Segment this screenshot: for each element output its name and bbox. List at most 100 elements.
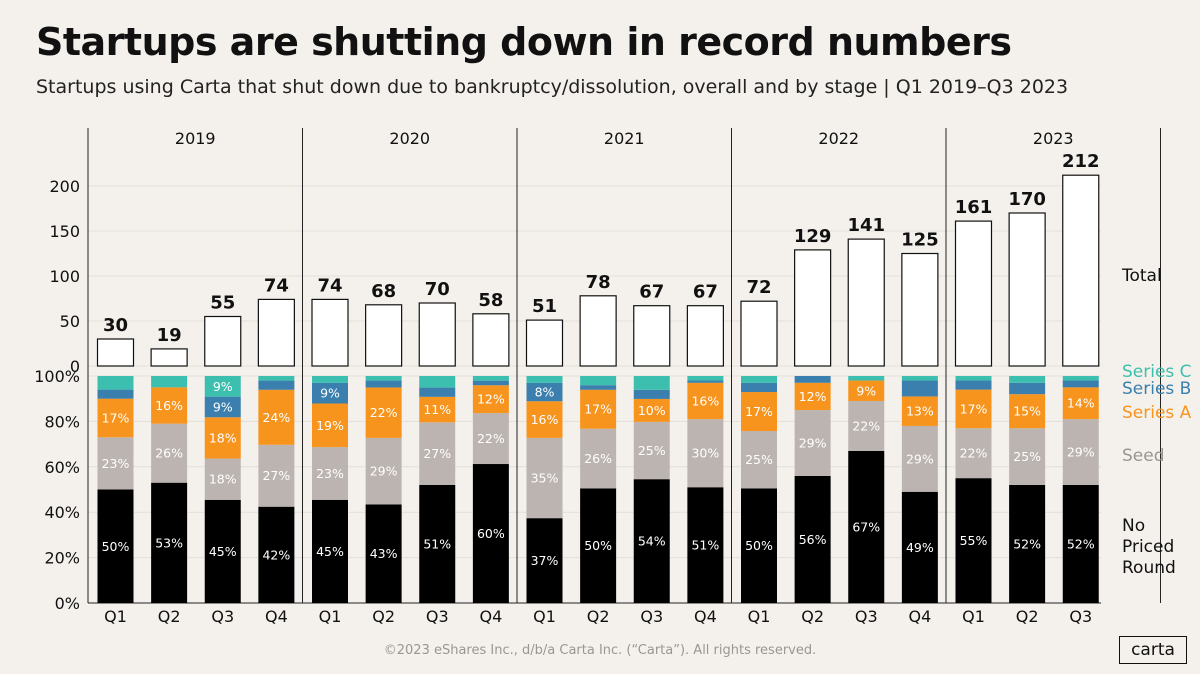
- stage-segment-series-a: [472, 385, 509, 414]
- stage-segment-no-priced-round: [687, 487, 724, 603]
- stage-percent-label: 50%: [745, 538, 773, 553]
- stage-percent-label: 23%: [316, 466, 344, 481]
- stage-segment-series-c: [365, 376, 402, 381]
- stage-segment-series-a: [258, 389, 295, 445]
- total-value-label: 55: [210, 293, 235, 314]
- x-tick-label: Q2: [372, 607, 395, 626]
- stage-segment-no-priced-round: [741, 488, 777, 603]
- stage-segment-no-priced-round: [901, 491, 938, 603]
- stage-segment-no-priced-round: [204, 499, 241, 603]
- stage-segment-no-priced-round: [794, 475, 831, 603]
- stage-percent-label: 29%: [1067, 445, 1095, 460]
- stage-segment-series-a: [955, 389, 992, 429]
- stage-percent-label: 45%: [316, 544, 344, 559]
- stage-segment-seed: [955, 428, 992, 479]
- y-tick-label-total: 200: [49, 177, 80, 196]
- x-tick-label: Q3: [211, 607, 234, 626]
- stage-percent-label: 29%: [799, 435, 827, 450]
- x-tick-label: Q3: [855, 607, 878, 626]
- stage-percent-label: 51%: [691, 538, 719, 553]
- carta-logo: carta: [1119, 636, 1187, 664]
- stage-segment-series-b: [526, 382, 563, 402]
- stage-segment-series-b: [312, 382, 348, 404]
- stage-percent-label: 25%: [745, 452, 773, 467]
- stage-percent-label: 8%: [535, 385, 555, 400]
- stage-percent-label: 30%: [691, 446, 719, 461]
- stage-segment-no-priced-round: [472, 464, 509, 603]
- chart-title: Startups are shutting down in record num…: [36, 20, 1012, 64]
- stage-percent-label: 55%: [960, 533, 988, 548]
- stage-segment-series-b: [794, 376, 831, 383]
- stage-segment-seed: [1062, 419, 1099, 485]
- stage-segment-series-c: [1009, 376, 1046, 383]
- total-bar: [311, 298, 349, 367]
- stage-percent-label: 17%: [102, 410, 130, 425]
- stage-segment-series-c: [901, 376, 938, 381]
- total-value-label: 74: [264, 275, 289, 296]
- x-tick-label: Q2: [1016, 607, 1039, 626]
- total-bar: [633, 305, 671, 367]
- stage-percent-label: 26%: [584, 451, 612, 466]
- stage-segment-series-b: [258, 380, 295, 390]
- chart-subtitle: Startups using Carta that shut down due …: [36, 76, 1069, 98]
- total-bar: [740, 300, 778, 367]
- stage-percent-label: 27%: [423, 446, 451, 461]
- stage-percent-label: 9%: [320, 386, 340, 401]
- total-bar: [96, 338, 135, 367]
- total-bar: [1062, 174, 1100, 367]
- stage-percent-label: 49%: [906, 540, 934, 555]
- stage-percent-label: 9%: [213, 399, 233, 414]
- stage-segment-series-a: [151, 387, 188, 424]
- stage-percent-label: 25%: [638, 443, 666, 458]
- y-tick-label-stage: 80%: [44, 412, 80, 431]
- x-tick-label: Q2: [158, 607, 181, 626]
- y-tick-label-total: 50: [60, 312, 80, 331]
- total-value-label: 68: [371, 281, 396, 302]
- year-label: 2022: [818, 129, 859, 148]
- stage-segment-series-c: [687, 376, 724, 381]
- total-value-label: 51: [532, 296, 557, 317]
- stage-percent-label: 50%: [102, 539, 130, 554]
- stage-segment-seed: [258, 444, 295, 507]
- stage-segment-series-a: [794, 382, 831, 411]
- y-tick-label-stage: 60%: [44, 458, 80, 477]
- stage-percent-label: 29%: [906, 451, 934, 466]
- stage-percent-label: 43%: [370, 546, 398, 561]
- stage-segment-seed: [151, 423, 188, 483]
- stage-percent-label: 16%: [155, 398, 183, 413]
- total-value-label: 58: [478, 290, 503, 311]
- stage-segment-seed: [580, 428, 617, 489]
- stage-segment-no-priced-round: [955, 478, 992, 603]
- stage-segment-series-c: [151, 376, 188, 388]
- stage-percent-label: 16%: [691, 393, 719, 408]
- stage-segment-series-c: [1062, 376, 1099, 381]
- stage-segment-seed: [794, 410, 831, 476]
- stage-percent-label: 10%: [638, 403, 666, 418]
- stage-segment-series-b: [419, 387, 456, 397]
- stage-percent-label: 18%: [209, 472, 237, 487]
- y-tick-label-stage: 0%: [55, 594, 80, 613]
- total-value-label: 170: [1008, 189, 1046, 210]
- total-value-label: 78: [586, 272, 611, 293]
- stage-segment-seed: [312, 447, 348, 500]
- total-bar: [1008, 212, 1046, 367]
- stage-percent-label: 52%: [1067, 536, 1095, 551]
- y-tick-label-stage: 20%: [44, 549, 80, 568]
- stage-segment-series-a: [97, 398, 134, 438]
- total-bar: [150, 348, 188, 367]
- legend-seed: Seed: [1122, 446, 1165, 466]
- stage-segment-series-a: [1009, 394, 1046, 429]
- stage-segment-series-c: [97, 376, 134, 390]
- stage-segment-series-c: [258, 376, 295, 381]
- total-value-label: 212: [1062, 151, 1100, 172]
- legend-series-a: Series A: [1122, 403, 1192, 423]
- copyright-footer: ©2023 eShares Inc., d/b/a Carta Inc. (“C…: [383, 643, 817, 658]
- total-bar: [418, 302, 456, 367]
- stage-segment-series-a: [633, 398, 670, 422]
- y-tick-label-stage: 40%: [44, 503, 80, 522]
- stage-segment-series-a: [901, 396, 938, 426]
- y-tick-label-total: 150: [49, 222, 80, 241]
- stage-percent-label: 24%: [262, 410, 290, 425]
- stage-percent-label: 13%: [906, 404, 934, 419]
